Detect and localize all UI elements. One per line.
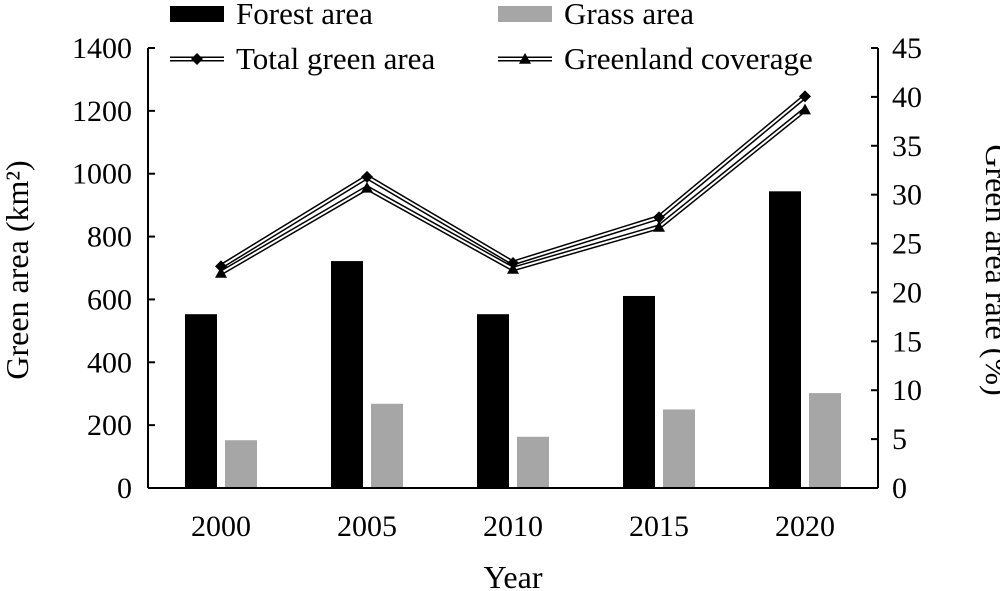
bar-forest-area-2005 xyxy=(331,261,363,488)
tick-label-right-20: 20 xyxy=(892,276,922,309)
bar-grass-area-2010 xyxy=(517,436,549,488)
x-axis-title: Year xyxy=(484,559,543,591)
tick-label-right-10: 10 xyxy=(892,374,922,407)
bars-layer xyxy=(185,191,841,489)
legend-swatch-grass-area xyxy=(498,6,552,22)
point-greenland-coverage-2010 xyxy=(507,262,519,274)
bar-grass-area-2000 xyxy=(225,440,257,488)
legend-label-total-green-area: Total green area xyxy=(236,41,435,76)
tick-label-left-200: 200 xyxy=(87,409,132,442)
legend-label-greenland-coverage: Greenland coverage xyxy=(564,41,813,76)
bar-forest-area-2020 xyxy=(769,191,801,489)
tick-label-right-30: 30 xyxy=(892,179,922,212)
tick-label-x-2005: 2005 xyxy=(337,510,397,543)
legend-marker-total-green-area xyxy=(191,53,203,65)
line-greenland-coverage-outline xyxy=(219,107,807,276)
tick-label-left-1200: 1200 xyxy=(72,95,132,128)
bar-grass-area-2015 xyxy=(663,409,695,488)
legend-label-grass-area: Grass area xyxy=(564,0,694,31)
bar-forest-area-2015 xyxy=(623,295,655,488)
y-axis-title-right: Green area rate (%) xyxy=(979,144,1000,395)
legend-marker-greenland-coverage xyxy=(519,53,531,64)
point-total-green-area-2015 xyxy=(653,211,665,224)
tick-label-left-0: 0 xyxy=(117,472,132,505)
point-greenland-coverage-2005 xyxy=(361,181,373,193)
legend-label-forest-area: Forest area xyxy=(236,0,373,31)
tick-label-right-15: 15 xyxy=(892,325,922,358)
ticks-layer: 0 200 400 600 800 1000 1200 1400 0 5 10 15 20 25 30 35 4… xyxy=(72,32,922,543)
legend-swatch-forest-area xyxy=(170,6,224,22)
tick-label-left-600: 600 xyxy=(87,283,132,316)
line-greenland-coverage xyxy=(220,108,806,274)
tick-label-right-25: 25 xyxy=(892,228,922,261)
tick-label-right-0: 0 xyxy=(892,472,907,505)
tick-label-x-2015: 2015 xyxy=(629,510,689,543)
tick-label-left-1400: 1400 xyxy=(72,32,132,65)
point-total-green-area-2020 xyxy=(799,90,811,103)
tick-label-x-2020: 2020 xyxy=(775,510,835,543)
tick-label-left-400: 400 xyxy=(87,346,132,379)
point-greenland-coverage-2020 xyxy=(799,103,811,115)
point-greenland-coverage-2000 xyxy=(215,266,227,278)
point-total-green-area-2005 xyxy=(361,170,373,183)
legend: Forest area Grass area Total green area Gre… xyxy=(170,0,813,76)
tick-label-right-45: 45 xyxy=(892,32,922,65)
tick-label-right-5: 5 xyxy=(892,423,907,456)
tick-label-left-800: 800 xyxy=(87,221,132,254)
lines-layer xyxy=(215,90,811,278)
tick-label-left-1000: 1000 xyxy=(72,158,132,191)
axes-layer xyxy=(147,48,879,489)
tick-label-right-35: 35 xyxy=(892,130,922,163)
y-axis-title-left: Green area (km²) xyxy=(0,160,35,379)
bar-grass-area-2020 xyxy=(809,393,841,488)
tick-label-x-2000: 2000 xyxy=(191,510,251,543)
point-greenland-coverage-2015 xyxy=(653,220,665,232)
bar-forest-area-2000 xyxy=(185,314,217,488)
tick-label-right-40: 40 xyxy=(892,81,922,114)
bar-forest-area-2010 xyxy=(477,314,509,488)
tick-label-x-2010: 2010 xyxy=(483,510,543,543)
bar-grass-area-2005 xyxy=(371,403,403,488)
